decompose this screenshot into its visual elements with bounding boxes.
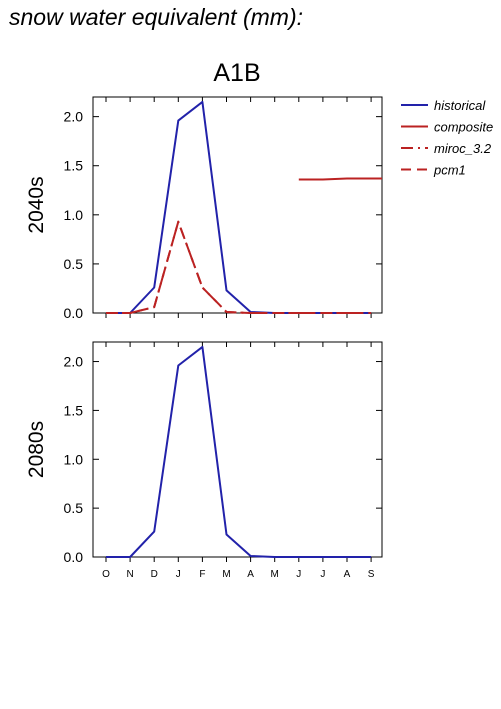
y-tick-label: 1.0 [64, 451, 84, 467]
x-tick-label: A [344, 569, 351, 580]
series-line-miroc-3-2 [106, 220, 372, 314]
x-tick-label: J [296, 569, 301, 580]
legend-label: pcm1 [433, 163, 466, 178]
x-tick-label: N [126, 569, 133, 580]
series-line-historical [106, 345, 372, 558]
scenario-title: A1B [213, 59, 260, 87]
y-tick-label: 1.0 [64, 207, 84, 223]
y-tick-label: 0.0 [64, 549, 84, 565]
legend-label: composite [434, 120, 493, 135]
x-tick-label: D [151, 569, 158, 580]
period-label: 2040s [25, 176, 48, 233]
period-label: 2080s [25, 421, 48, 478]
x-tick-label: J [176, 569, 181, 580]
y-tick-label: 0.5 [64, 256, 84, 272]
x-tick-label: O [102, 569, 110, 580]
series-line-pcm1 [106, 220, 372, 314]
y-tick-label: 0.0 [64, 305, 84, 321]
y-tick-label: 1.5 [64, 158, 84, 174]
legend-label: miroc_3.2 [434, 141, 492, 156]
y-tick-label: 0.5 [64, 500, 84, 516]
y-tick-label: 2.0 [64, 354, 84, 370]
x-tick-label: J [320, 569, 325, 580]
series-line-historical [106, 100, 372, 314]
panel-frame [92, 96, 383, 314]
x-tick-label: M [271, 569, 279, 580]
legend-label: historical [434, 98, 486, 113]
panel-frame [92, 341, 383, 558]
page-title: snow water equivalent (mm): [9, 4, 303, 30]
x-tick-label: A [247, 569, 254, 580]
y-tick-label: 1.5 [64, 402, 84, 418]
x-tick-label: S [368, 569, 375, 580]
x-tick-label: F [199, 569, 205, 580]
y-tick-label: 2.0 [64, 109, 84, 125]
x-tick-label: M [222, 569, 230, 580]
series-line-composite [298, 177, 382, 181]
